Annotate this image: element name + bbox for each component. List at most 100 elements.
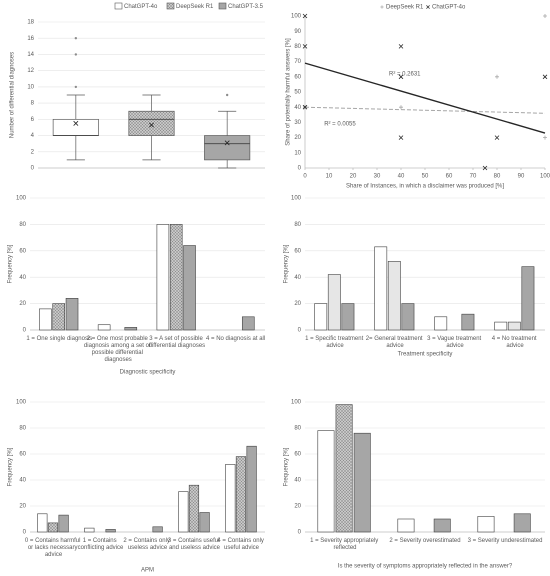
y-tick-label: 18 (27, 20, 34, 26)
legend-label: ChatGPT-4o (432, 5, 466, 11)
box (52, 118, 99, 136)
point (543, 14, 547, 18)
y-tick-label: 16 (27, 36, 34, 42)
box (128, 110, 175, 136)
x-axis-label: Share of Instances, in which a disclaime… (346, 184, 504, 190)
y-tick-label: 0 (23, 328, 27, 334)
y-tick-label: 8 (31, 101, 35, 107)
x-axis-label: Treatment specificity (398, 352, 453, 358)
point (495, 74, 499, 79)
y-axis-label: Share of potentially harmful answers [%] (286, 38, 292, 146)
legend-swatch (218, 2, 227, 10)
y-tick-label: 60 (19, 452, 26, 458)
x-tick-label: 10 (326, 174, 333, 180)
y-tick-label: 40 (19, 478, 26, 484)
bar (178, 491, 189, 533)
x-tick-label: 3 = Vague treatment advice (427, 336, 483, 349)
bar (341, 303, 355, 331)
bar (433, 518, 451, 533)
bar (513, 513, 531, 533)
bar (199, 512, 210, 533)
y-tick-label: 40 (19, 275, 26, 281)
outlier (74, 85, 78, 89)
legend-label: ChatGPT-3.5 (228, 4, 264, 10)
y-tick-label: 90 (294, 29, 301, 35)
mean-marker (73, 120, 79, 126)
point (482, 165, 488, 171)
trend-label: R² = 0.0055 (324, 121, 356, 127)
bar (327, 274, 341, 331)
y-tick-label: 14 (27, 52, 34, 58)
point (398, 74, 404, 80)
bar (47, 522, 59, 533)
outlier (74, 37, 78, 40)
y-tick-label: 20 (19, 301, 26, 307)
bar (434, 316, 448, 331)
bar (246, 445, 257, 533)
y-tick-label: 4 (31, 133, 35, 139)
bar (156, 224, 170, 331)
bar (335, 404, 353, 533)
x-axis-label: Is the severity of symptoms appropriatel… (338, 564, 513, 570)
point (398, 135, 404, 140)
bar (494, 321, 508, 331)
x-tick-label: 70 (470, 174, 477, 180)
legend-marker (380, 5, 384, 9)
point (494, 135, 500, 140)
y-tick-label: 10 (294, 150, 301, 156)
legend-swatch (166, 2, 175, 10)
y-tick-label: 80 (294, 222, 301, 228)
bar (387, 261, 401, 331)
legend-label: DeepSeek R1 (176, 4, 214, 10)
y-axis-label: Number of differential diagnoses (10, 52, 16, 138)
bar (152, 526, 163, 533)
y-tick-label: 20 (294, 504, 301, 510)
outlier (225, 93, 229, 97)
x-tick-label: 100 (540, 174, 550, 180)
y-tick-label: 80 (19, 426, 26, 432)
y-tick-label: 40 (294, 275, 301, 281)
bar (477, 516, 495, 533)
x-tick-label: 1 = Specific treatment advice (305, 336, 365, 349)
x-tick-label: 20 (350, 174, 357, 180)
bar (124, 327, 138, 331)
chart-panel: 0 20 40 60 80 100 Frequency [%] Diagnostic spec… (8, 196, 266, 376)
chart-panel: 0 20 40 60 80 100 Frequency [%] Treatment speci… (284, 196, 545, 358)
y-tick-label: 80 (19, 222, 26, 228)
x-axis-label: Diagnostic specificity (120, 370, 176, 376)
y-tick-label: 6 (31, 117, 35, 123)
bar (507, 321, 521, 331)
bar (58, 514, 69, 533)
y-tick-label: 60 (294, 452, 301, 458)
outlier (74, 53, 78, 56)
x-tick-label: 4 = No treatment advice (492, 336, 539, 349)
y-tick-label: 100 (291, 14, 302, 20)
trendline (304, 106, 546, 114)
y-tick-label: 10 (27, 84, 34, 90)
x-tick-label: 2 = Severity overestimated (389, 538, 460, 544)
box (204, 135, 251, 161)
y-axis-label: Frequency [%] (284, 447, 290, 486)
legend-label: ChatGPT-4o (124, 4, 158, 10)
x-tick-label: 4 = No diagnosis at all (206, 336, 265, 342)
x-tick-label: 3 = A set of possible differential diagn… (149, 336, 206, 349)
bar (97, 324, 111, 331)
y-tick-label: 12 (27, 68, 34, 74)
x-tick-label: 2 = Contains only useless advice (123, 538, 171, 551)
chart-panel: 0 2 4 6 8 10 12 14 16 18 Number of differential di… (10, 2, 265, 172)
x-tick-label: 60 (446, 174, 453, 180)
x-tick-label: 3 = Severity underestimated (468, 538, 543, 544)
bar (169, 224, 183, 331)
y-tick-label: 80 (294, 426, 301, 432)
point (543, 135, 547, 140)
y-tick-label: 40 (294, 105, 301, 111)
legend-swatch (114, 2, 123, 10)
mean-marker (224, 140, 230, 146)
x-tick-label: 1 = Contains conflicting advice (78, 538, 124, 551)
x-tick-label: 0 (303, 174, 307, 180)
bar (374, 246, 388, 331)
legend-label: DeepSeek R1 (386, 5, 424, 11)
y-tick-label: 40 (294, 478, 301, 484)
y-axis-label: Frequency [%] (284, 244, 290, 283)
x-tick-label: 80 (494, 174, 501, 180)
